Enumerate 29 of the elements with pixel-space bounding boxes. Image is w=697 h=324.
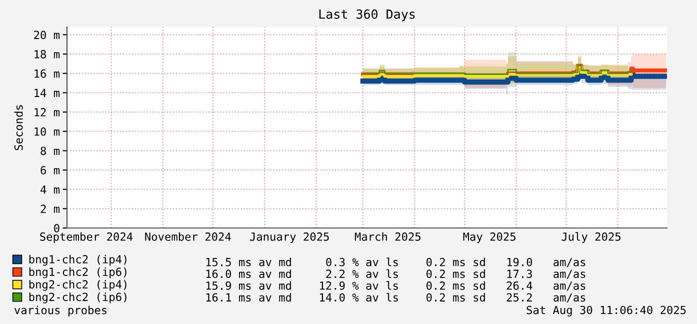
y-tick-label: 10 m bbox=[34, 127, 60, 136]
y-tick-label: 18 m bbox=[34, 50, 60, 58]
text: 15.9 ms av md 12.9 % av ls 0.2 ms sd 26.4 am/as bbox=[206, 281, 586, 291]
chart-title: Last 360 Days bbox=[319, 9, 415, 22]
y-tick-label: 16 m bbox=[34, 69, 60, 78]
x-tick-label: May 2025 bbox=[463, 232, 516, 243]
y-axis-title: Seconds bbox=[14, 105, 23, 150]
x-tick-label: March 2025 bbox=[354, 232, 420, 241]
text: 15.5 ms av md 0.3 % av ls 0.2 ms sd 19.0 am/as bbox=[206, 258, 586, 268]
y-tick-label: 0 bbox=[54, 224, 60, 232]
legend-label: bng1-chc2 (ip6) bbox=[29, 267, 126, 278]
x-tick-label: July 2025 bbox=[562, 232, 620, 243]
text: various probes bbox=[14, 306, 106, 316]
y-tick-label: 12 m bbox=[34, 108, 60, 116]
y-tick-label: 8 m bbox=[40, 146, 60, 156]
x-tick-label: January 2025 bbox=[250, 232, 329, 243]
text: 16.0 ms av md 2.2 % av ls 0.2 ms sd 17.3 am/as bbox=[206, 269, 586, 279]
legend-label: bng1-chc2 (ip4) bbox=[29, 254, 126, 266]
x-tick-label: November 2024 bbox=[145, 232, 231, 241]
y-tick-label: 14 m bbox=[34, 88, 60, 97]
y-tick-label: 20 m bbox=[34, 30, 60, 40]
text: 16.1 ms av md 14.0 % av ls 0.2 ms sd 25.2 am/as bbox=[206, 292, 586, 302]
legend-label: bng2-chc2 (ip4) bbox=[29, 280, 126, 291]
y-tick-label: 4 m bbox=[40, 185, 60, 194]
y-tick-label: 6 m bbox=[40, 166, 60, 174]
y-tick-label: 2 m bbox=[40, 204, 60, 213]
legend-label: bng2-chc2 (ip6) bbox=[29, 292, 126, 304]
text: Sat Aug 30 11:06:40 2025 bbox=[526, 306, 686, 316]
x-tick-label: September 2024 bbox=[40, 232, 133, 243]
